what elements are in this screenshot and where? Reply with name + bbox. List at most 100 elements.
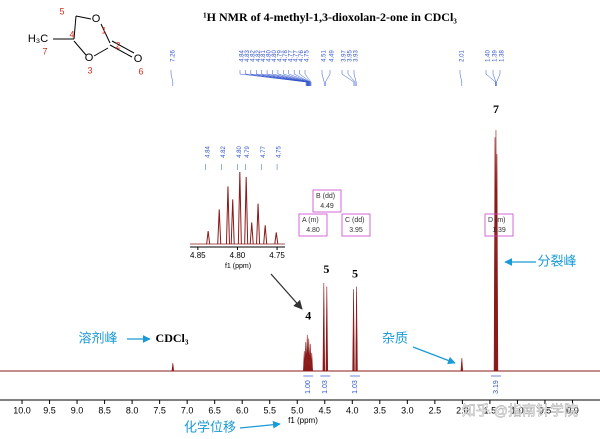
multiplet-label: C (dd) bbox=[345, 217, 364, 224]
position-number: 4 bbox=[69, 29, 74, 39]
x-tick-label: 3.0 bbox=[401, 405, 414, 415]
inset-tick-label: 4.80 bbox=[230, 251, 246, 260]
peak-label: 4.80 bbox=[267, 50, 273, 62]
peak-label-leader bbox=[341, 70, 355, 86]
peak-label: 3.93 bbox=[354, 50, 360, 62]
inset-axis-label: f1 (ppm) bbox=[225, 263, 251, 270]
note: 分裂峰 bbox=[537, 253, 576, 268]
atom-label: H₃C bbox=[28, 33, 48, 45]
x-tick-label: 7.5 bbox=[153, 405, 166, 415]
peak-label: 4.81 bbox=[261, 50, 267, 62]
multiplet-shift: 4.49 bbox=[320, 203, 334, 210]
peak-label-leader bbox=[492, 70, 497, 86]
multiplet-label: D (m) bbox=[488, 217, 506, 224]
bond bbox=[93, 47, 109, 57]
inset-peak-label: 4.84 bbox=[205, 146, 211, 158]
x-tick-label: 1.5 bbox=[484, 405, 497, 415]
peak bbox=[493, 129, 499, 372]
bond bbox=[109, 44, 133, 58]
inset-peak-label: 4.77 bbox=[261, 146, 267, 158]
x-tick-label: 3.5 bbox=[374, 405, 387, 415]
peak-label: 4.51 bbox=[322, 50, 328, 62]
inset-peak bbox=[217, 209, 222, 245]
peak-label: 3.97 bbox=[342, 50, 348, 62]
multiplet-box bbox=[298, 213, 328, 237]
multiplet-label: B (dd) bbox=[316, 193, 335, 200]
peak-label-leader bbox=[256, 70, 308, 86]
peak-label: 2.01 bbox=[460, 50, 466, 62]
inset-peak bbox=[263, 225, 268, 245]
x-tick-label: 7.0 bbox=[181, 405, 194, 415]
peak bbox=[322, 283, 329, 372]
x-tick-label: 5.5 bbox=[263, 405, 276, 415]
bond bbox=[111, 40, 135, 54]
x-tick-label: 0.0 bbox=[566, 405, 579, 415]
peak-label: 4.84 bbox=[240, 50, 246, 62]
x-tick-label: 10.0 bbox=[13, 405, 31, 415]
position-number: 7 bbox=[42, 46, 47, 56]
peak-label-leader bbox=[239, 70, 307, 86]
peak-label: 4.80 bbox=[272, 50, 278, 62]
assignment-label: 4 bbox=[305, 309, 311, 323]
inset-peak-label: 4.82 bbox=[221, 146, 227, 158]
x-tick-label: 1.0 bbox=[511, 405, 524, 415]
x-tick-label: 8.0 bbox=[126, 405, 139, 415]
atom-label: O bbox=[85, 52, 94, 64]
multiplet-box bbox=[484, 213, 514, 237]
peak-label: 7.26 bbox=[171, 50, 177, 62]
inset-peak bbox=[244, 177, 249, 245]
multiplet-shift: 3.95 bbox=[349, 227, 363, 234]
inset-peak bbox=[206, 230, 211, 245]
x-tick-label: 2.0 bbox=[456, 405, 469, 415]
multiplet-box bbox=[312, 189, 342, 213]
peak-label-leader bbox=[459, 70, 463, 86]
inset-peak-label: 4.80 bbox=[237, 146, 243, 158]
integral-label: 1.03 bbox=[352, 380, 359, 394]
inset-tick-label: 4.75 bbox=[269, 251, 285, 260]
x-tick-label: 5.0 bbox=[291, 405, 304, 415]
position-number: 3 bbox=[87, 65, 92, 75]
inset-peak bbox=[237, 171, 242, 245]
bond bbox=[100, 23, 111, 44]
position-number: 6 bbox=[138, 66, 143, 76]
peak-label: 4.79 bbox=[277, 50, 283, 62]
x-tick-label: 6.0 bbox=[236, 405, 249, 415]
peak-label: 1.40 bbox=[486, 50, 492, 62]
x-tick-label: 9.0 bbox=[71, 405, 84, 415]
peak-label: 4.82 bbox=[250, 50, 256, 62]
peak-label-leader bbox=[304, 70, 312, 86]
x-tick-label: 2.5 bbox=[429, 405, 442, 415]
peak-label-leader bbox=[261, 70, 308, 86]
x-tick-label: 6.5 bbox=[208, 405, 221, 415]
peak bbox=[303, 334, 313, 372]
integral-label: 1.03 bbox=[322, 380, 329, 394]
peak-label: 4.49 bbox=[330, 50, 336, 62]
integral-label: 3.19 bbox=[493, 380, 500, 394]
peak-label: 4.82 bbox=[256, 50, 262, 62]
note: 化学位移 bbox=[184, 419, 236, 434]
peak-label-leader bbox=[277, 70, 310, 86]
peak-label: 4.75 bbox=[305, 50, 311, 62]
x-tick-label: 9.5 bbox=[43, 405, 56, 415]
peak-label-leader bbox=[299, 70, 311, 86]
peak-label-leader bbox=[485, 70, 496, 86]
peak bbox=[171, 363, 175, 372]
note: CDCl₃ bbox=[156, 331, 189, 345]
note: 溶剂峰 bbox=[78, 330, 117, 345]
assignment-label: 5 bbox=[352, 266, 358, 280]
x-tick-label: 0.5 bbox=[539, 405, 552, 415]
peak-label-leader bbox=[283, 70, 310, 86]
inset-tick-label: 4.85 bbox=[190, 251, 206, 260]
peak-label-leader bbox=[272, 70, 309, 86]
peak-label: 4.77 bbox=[294, 50, 300, 62]
arrow bbox=[412, 346, 456, 365]
peak-label-leader bbox=[170, 70, 174, 86]
inset-peak bbox=[225, 186, 230, 245]
multiplet-shift: 1.39 bbox=[492, 227, 506, 234]
atom-label: O bbox=[134, 53, 143, 65]
watermark: 知乎 @指南针学院 bbox=[462, 403, 578, 419]
assignment-label: 7 bbox=[493, 102, 499, 116]
position-number: 2 bbox=[115, 40, 120, 50]
